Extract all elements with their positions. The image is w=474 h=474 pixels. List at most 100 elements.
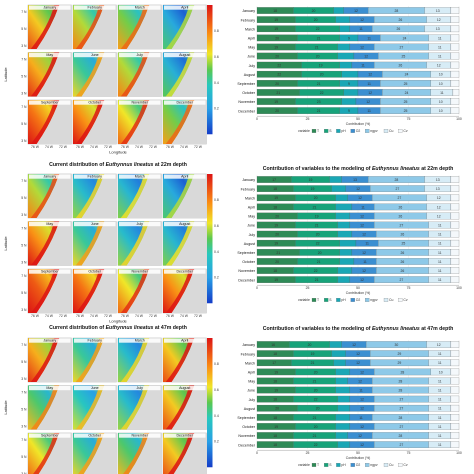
distribution-map-panel-3: Current distribution of Euthynnus lineat… [3, 325, 219, 474]
bar-row-september: September 18 21 11 28 11 [237, 414, 460, 421]
bar-segment-cv [450, 350, 460, 357]
latitude-axis-label: Latitude [3, 67, 8, 82]
data-label: 20 [275, 36, 279, 40]
bar-segment-cv [450, 404, 460, 412]
x-axis-label: Contribution (%) [346, 122, 371, 126]
legend-entry: Cv [403, 463, 407, 467]
contribution-chart-1: January 18 20 12 28 13 February 19 20 12 26 12 March… [237, 6, 462, 133]
month-label: October [88, 101, 102, 105]
bar-segment-ph [333, 7, 344, 14]
longitude-tick: 74 W [135, 314, 144, 318]
x-tick-label: 0 [256, 117, 258, 121]
category-label: December [238, 278, 255, 282]
data-label: 11 [438, 379, 442, 383]
data-label: 12 [356, 361, 360, 365]
x-tick-label: 75 [407, 286, 411, 290]
legend-swatch-cu [383, 129, 389, 133]
data-label: 17 [272, 361, 276, 365]
data-label: 12 [360, 18, 364, 22]
bar-row-may: May 18 21 12 28 11 [248, 377, 460, 385]
bar-segment-cv [450, 16, 460, 23]
latitude-tick: 5 N [21, 196, 27, 200]
longitude-tick: 76 W [121, 145, 130, 149]
month-label: May [46, 222, 53, 226]
map-cell-january: January [27, 4, 72, 50]
data-label: 12 [358, 379, 362, 383]
bar-row-may: May 19 21 12 27 11 [248, 43, 460, 51]
month-label-bg [29, 100, 71, 105]
data-label: 12 [437, 196, 441, 200]
bar-row-may: May 20 19 12 26 12 [248, 212, 460, 220]
legend-entry: Cv [403, 129, 407, 133]
legend-entry: ngpv [370, 463, 378, 467]
data-label: 9 [348, 82, 350, 86]
data-label: 19 [274, 45, 278, 49]
bar-segment-cv [450, 61, 460, 69]
bar-segment-ph [337, 276, 351, 283]
data-label: 18 [273, 398, 277, 402]
month-label: July [137, 53, 144, 57]
data-label: 11 [359, 416, 363, 420]
colorbar: 0.8 0.6 0.4 0.2 [207, 5, 219, 135]
land-mass [171, 221, 207, 266]
data-label: 11 [438, 260, 442, 264]
month-label-bg [164, 174, 206, 179]
data-label: 11 [438, 443, 442, 447]
data-label: 25 [404, 82, 408, 86]
bar-segment-ph [335, 16, 351, 23]
data-label: 11 [440, 91, 444, 95]
data-label: 11 [438, 416, 442, 420]
category-label: September [237, 416, 255, 420]
month-label: July [137, 386, 144, 390]
data-label: 12 [356, 187, 360, 191]
colorbar-tick: 0.4 [214, 250, 219, 254]
bar-segment-ph [335, 414, 351, 421]
month-label: September [41, 434, 59, 438]
coastal-band [78, 433, 105, 474]
data-label: 18 [273, 443, 277, 447]
category-label: May [248, 380, 255, 384]
category-label: September [237, 82, 255, 86]
month-label: March [135, 175, 145, 179]
map-cell-july: July [117, 52, 162, 97]
legend-entry: pH [341, 129, 346, 133]
colorbar-tick: 0.2 [214, 440, 219, 444]
bar-row-august: August 22 20 12 24 10 [244, 70, 460, 78]
colorbar-ramp [207, 5, 213, 135]
bar-row-april: April 18 21 11 26 12 [248, 203, 460, 211]
category-label: September [237, 251, 255, 255]
bar-segment-cv [450, 7, 460, 14]
coastal-band [75, 269, 105, 313]
month-label-bg [119, 269, 161, 274]
map-cell-april: April [162, 173, 207, 219]
bar-row-december: December 18 22 12 27 11 [238, 441, 460, 448]
coastal-band [75, 5, 105, 49]
land-mass [36, 221, 72, 266]
bar-segment-ph [337, 221, 351, 229]
bar-row-january: January 16 20 12 30 12 [242, 341, 460, 348]
x-tick-label: 0 [256, 451, 258, 455]
map-cell-june: June [72, 52, 117, 97]
bar-row-october: October 20 21 11 26 11 [242, 258, 460, 265]
longitude-tick: 76 W [31, 314, 40, 318]
map-cell-march: March [117, 4, 162, 50]
longitude-tick: 76 W [31, 145, 40, 149]
legend-swatch-ngpv [365, 129, 370, 133]
month-label-bg [29, 174, 71, 179]
map-cell-november: November [117, 99, 162, 145]
land-mass [171, 385, 207, 430]
category-label: February [241, 352, 256, 356]
bar-segment-ph [329, 341, 342, 348]
coastal-band [165, 269, 195, 313]
latitude-tick: 7 N [21, 438, 27, 442]
bar-segment-cv [450, 203, 460, 211]
legend-swatch-cu [383, 463, 389, 467]
data-label: 12 [437, 64, 441, 68]
data-label: 17 [272, 178, 276, 182]
category-label: October [242, 91, 256, 95]
data-label: 12 [360, 425, 364, 429]
month-label: September [41, 270, 59, 274]
bar-segment-cv [450, 239, 460, 247]
category-label: December [238, 443, 255, 447]
longitude-tick: 74 W [90, 145, 99, 149]
